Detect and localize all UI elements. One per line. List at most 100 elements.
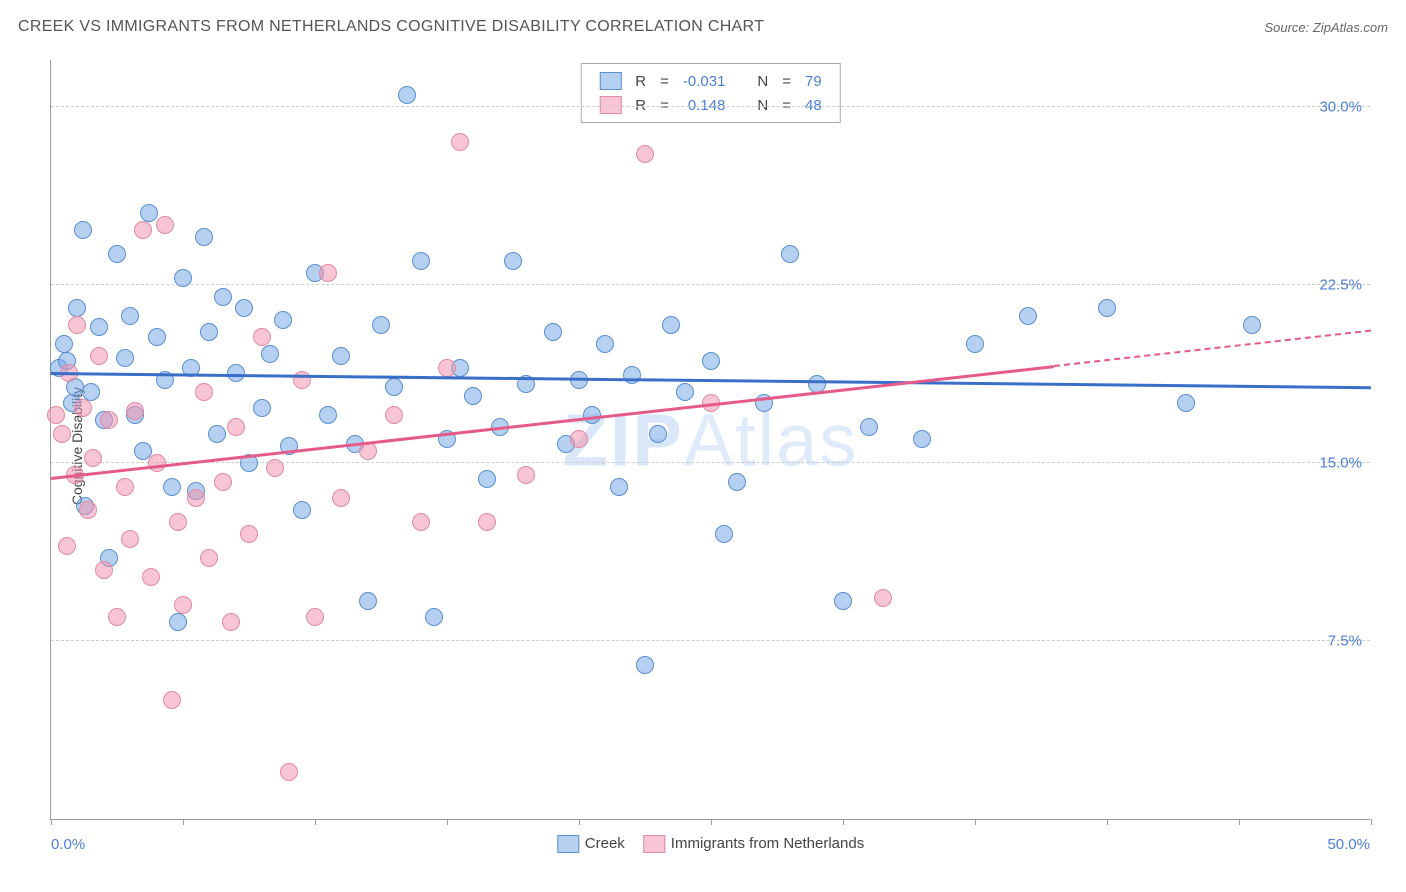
- data-point-netherlands: [412, 513, 430, 531]
- data-point-creek: [676, 383, 694, 401]
- data-point-creek: [235, 299, 253, 317]
- data-point-netherlands: [319, 264, 337, 282]
- data-point-netherlands: [438, 359, 456, 377]
- data-point-netherlands: [636, 145, 654, 163]
- data-point-creek: [610, 478, 628, 496]
- y-tick-label: 22.5%: [1319, 276, 1362, 293]
- data-point-netherlands: [227, 418, 245, 436]
- data-point-creek: [74, 221, 92, 239]
- data-point-creek: [90, 318, 108, 336]
- x-tick-mark: [1371, 819, 1372, 825]
- data-point-creek: [728, 473, 746, 491]
- data-point-netherlands: [163, 691, 181, 709]
- gridline: [51, 284, 1370, 285]
- legend-item-creek: Creek: [557, 835, 625, 853]
- data-point-netherlands: [148, 454, 166, 472]
- data-point-netherlands: [570, 430, 588, 448]
- legend-item-netherlands: Immigrants from Netherlands: [643, 835, 864, 853]
- data-point-creek: [649, 425, 667, 443]
- data-point-creek: [702, 352, 720, 370]
- data-point-creek: [1098, 299, 1116, 317]
- data-point-netherlands: [79, 501, 97, 519]
- data-point-creek: [398, 86, 416, 104]
- chart-title: CREEK VS IMMIGRANTS FROM NETHERLANDS COG…: [18, 18, 764, 36]
- data-point-creek: [464, 387, 482, 405]
- x-tick-mark: [1239, 819, 1240, 825]
- data-point-netherlands: [332, 489, 350, 507]
- data-point-creek: [214, 288, 232, 306]
- legend-bottom: Creek Immigrants from Netherlands: [557, 835, 864, 853]
- x-tick-mark: [51, 819, 52, 825]
- data-point-netherlands: [214, 473, 232, 491]
- data-point-netherlands: [200, 549, 218, 567]
- data-point-creek: [623, 366, 641, 384]
- data-point-netherlands: [53, 425, 71, 443]
- x-tick-mark: [579, 819, 580, 825]
- data-point-creek: [169, 613, 187, 631]
- data-point-creek: [359, 592, 377, 610]
- data-point-creek: [200, 323, 218, 341]
- data-point-netherlands: [58, 537, 76, 555]
- data-point-netherlands: [174, 596, 192, 614]
- data-point-netherlands: [195, 383, 213, 401]
- data-point-netherlands: [100, 411, 118, 429]
- x-axis-min-label: 0.0%: [51, 836, 85, 853]
- data-point-netherlands: [293, 371, 311, 389]
- y-tick-label: 7.5%: [1328, 632, 1362, 649]
- x-tick-mark: [975, 819, 976, 825]
- data-point-creek: [108, 245, 126, 263]
- scatter-plot: ZIPAtlas 0.0% 50.0% CreekImmigrants from…: [50, 60, 1370, 820]
- data-point-netherlands: [68, 316, 86, 334]
- data-point-creek: [68, 299, 86, 317]
- data-point-creek: [82, 383, 100, 401]
- data-point-creek: [478, 470, 496, 488]
- data-point-creek: [293, 501, 311, 519]
- data-point-netherlands: [108, 608, 126, 626]
- data-point-netherlands: [266, 459, 284, 477]
- y-tick-label: 15.0%: [1319, 454, 1362, 471]
- data-point-creek: [261, 345, 279, 363]
- gridline: [51, 640, 1370, 641]
- data-point-creek: [662, 316, 680, 334]
- data-point-netherlands: [874, 589, 892, 607]
- data-point-creek: [544, 323, 562, 341]
- data-point-creek: [860, 418, 878, 436]
- data-point-netherlands: [222, 613, 240, 631]
- data-point-netherlands: [126, 402, 144, 420]
- data-point-netherlands: [142, 568, 160, 586]
- legend-swatch-creek: [557, 835, 579, 853]
- legend-statistics: R=-0.031N=79R=0.148N=48: [580, 63, 840, 123]
- data-point-creek: [163, 478, 181, 496]
- data-point-netherlands: [240, 525, 258, 543]
- data-point-creek: [319, 406, 337, 424]
- data-point-netherlands: [156, 216, 174, 234]
- data-point-creek: [385, 378, 403, 396]
- legend-swatch-netherlands: [643, 835, 665, 853]
- x-tick-mark: [711, 819, 712, 825]
- data-point-creek: [504, 252, 522, 270]
- data-point-netherlands: [74, 399, 92, 417]
- data-point-netherlands: [169, 513, 187, 531]
- data-point-creek: [195, 228, 213, 246]
- data-point-creek: [253, 399, 271, 417]
- data-point-netherlands: [134, 221, 152, 239]
- data-point-creek: [208, 425, 226, 443]
- data-point-creek: [412, 252, 430, 270]
- trend-line-netherlands-extrapolated: [1054, 330, 1371, 367]
- legend-stat-row-creek: R=-0.031N=79: [593, 70, 827, 92]
- x-tick-mark: [1107, 819, 1108, 825]
- data-point-creek: [116, 349, 134, 367]
- data-point-creek: [834, 592, 852, 610]
- x-axis-max-label: 50.0%: [1327, 836, 1370, 853]
- legend-swatch-creek: [599, 72, 621, 90]
- data-point-creek: [372, 316, 390, 334]
- data-point-netherlands: [451, 133, 469, 151]
- data-point-creek: [596, 335, 614, 353]
- data-point-netherlands: [90, 347, 108, 365]
- data-point-netherlands: [306, 608, 324, 626]
- gridline: [51, 106, 1370, 107]
- x-tick-mark: [447, 819, 448, 825]
- data-point-netherlands: [478, 513, 496, 531]
- data-point-creek: [174, 269, 192, 287]
- data-point-creek: [913, 430, 931, 448]
